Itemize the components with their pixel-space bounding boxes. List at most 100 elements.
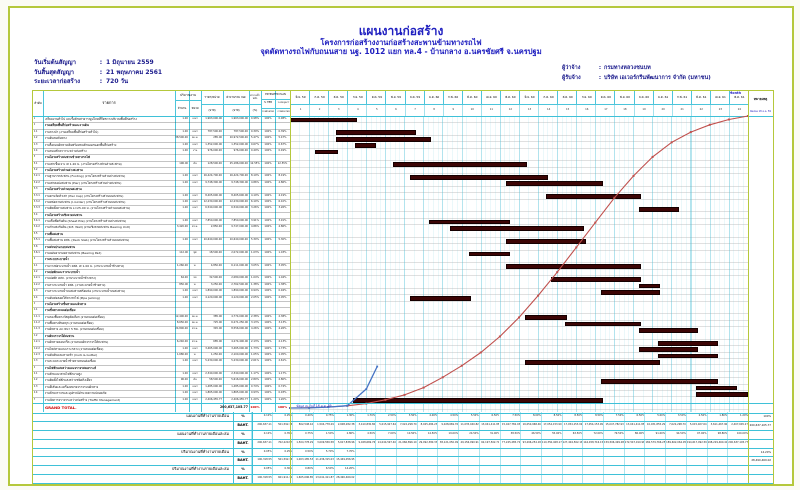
task-amount: 4,774,000.00: [231, 314, 248, 318]
task-no: 3.3: [33, 187, 38, 191]
summary-value: 1,605,096.85: [292, 474, 313, 483]
task-no: 3.3.3: [33, 206, 40, 210]
summary-value: 14,044,597.40: [375, 438, 396, 448]
task-amount: 10,972,500.00: [229, 136, 248, 140]
task-name: งานชั้นทางถนนต่อเชื่อม: [44, 308, 76, 313]
plan-curve-marker: [498, 335, 501, 338]
summary-value: 11,436,315.03: [313, 456, 334, 466]
summary-value: 1.20%: [727, 412, 748, 421]
summary-value: [582, 474, 603, 483]
task-no: 7: [33, 397, 36, 401]
summary-row-line: [33, 483, 773, 484]
summary-value: 16,050,968.46: [520, 420, 541, 430]
task-weight-pct: 0.98%: [251, 117, 259, 120]
task-project-pct: 2.05%: [278, 295, 287, 299]
task-amount: 4,274,400.00: [231, 340, 248, 344]
task-unit: เหมา: [192, 206, 198, 210]
task-no: 4.2: [33, 270, 38, 274]
row-line: [33, 205, 290, 207]
summary-value: 0.10%: [251, 429, 272, 439]
task-weight-pct: 3.26%: [251, 206, 259, 210]
contract-start-label: วันเริ่มต้นสัญญา: [34, 59, 76, 66]
task-weight-pct: 0.39%: [251, 129, 259, 133]
summary-value: [603, 447, 624, 457]
task-name: งานดินถมคันทาง: [44, 136, 67, 141]
task-amount: 6,271,250.00: [231, 321, 248, 325]
task-weight-pct: 1.73%: [251, 346, 259, 350]
gantt-bar: [658, 340, 718, 346]
row-line: [33, 326, 290, 328]
summary-value: [582, 465, 603, 475]
task-project-pct: 6.10%: [278, 199, 287, 203]
contractor-value: บริษัท เอเวอร์กรีนพัฒนาการ จำกัด (มหาชน): [604, 74, 711, 81]
task-amount: 2,340,000.00: [231, 372, 248, 376]
summary-value: 5.50%: [458, 412, 479, 421]
task-name: งานพื้นสะพาน คสล. (Deck Slab) (งานโครงสร…: [44, 238, 130, 243]
gantt-bar: [696, 391, 749, 397]
col-header-name: รายการ: [102, 100, 116, 106]
summary-value: 3,410,830.80: [354, 420, 375, 430]
month-number: 22: [690, 104, 711, 116]
gantt-bar: [696, 385, 737, 391]
summary-row-line: [33, 438, 773, 440]
task-item-pct: 100%: [264, 225, 272, 229]
summary-value: 0.25%: [271, 447, 292, 457]
task-amount: 8,556,000.00: [231, 327, 248, 331]
task-name: งานไหล่ทางและเกาะกลาง (งานถนนต่อเชื่อม): [44, 346, 104, 351]
summary-value: 3,009,556.58: [313, 438, 334, 448]
task-item-pct: 100%: [264, 282, 272, 286]
month-number: 7: [404, 104, 425, 116]
summary-value: 702,229.87: [271, 438, 292, 448]
task-item-pct: 100%: [264, 180, 272, 184]
row-line: [33, 135, 290, 137]
task-qty: 3,420.00: [176, 225, 188, 229]
summary-unit: BAHT.: [233, 474, 253, 483]
gantt-bar: [639, 283, 661, 289]
task-item-pct: 100%: [264, 314, 272, 318]
summary-value: [354, 474, 376, 483]
task-item-pct: 100%: [264, 346, 272, 350]
row-line: [33, 396, 290, 398]
task-item-pct: 100%: [264, 206, 272, 210]
task-weight-pct: 8.19%: [251, 174, 259, 178]
task-name: งานดันท่อลอดใต้ทางรถไฟ (Pipe Jacking): [44, 295, 101, 300]
task-item-pct: 100%: [264, 359, 272, 363]
task-project-pct: 4.19%: [278, 193, 287, 197]
task-item-pct: 100%: [264, 250, 272, 254]
summary-value: 98.80%: [706, 429, 727, 439]
plan-curve-marker: [422, 386, 425, 389]
summary-value: [354, 447, 376, 457]
task-no: 3.3.2: [33, 199, 40, 203]
task-name: งานคานรัดหัวเสา (Pier Cap) (งานโครงสร้าง…: [44, 193, 124, 198]
gantt-bar: [505, 238, 586, 244]
month-header: ต.ค. 60: [595, 91, 616, 105]
task-name: งานบ่อพัก คสล. (งานระบายน้ำข้างทาง): [44, 276, 96, 281]
row-line: [33, 275, 290, 277]
task-name: งานเตรียมพื้นที่ก่อสร้างและงานดิน: [44, 123, 89, 128]
summary-value: 97.00%: [685, 429, 707, 439]
task-item-pct: 100%: [264, 340, 272, 344]
summary-value: [561, 447, 583, 457]
summary-value: 13,041,411.87: [313, 474, 334, 483]
summary-value: 93,296,254.18: [520, 438, 541, 448]
summary-row-label: แผนงานที่ทำงานรายเดือนสะสม: [177, 430, 229, 436]
task-amount: 9,748,300.00: [231, 180, 248, 184]
summary-row-line: [33, 420, 773, 422]
panel-divider: [290, 91, 291, 483]
month-header: พ.ค. 60: [499, 91, 520, 105]
summary-unit: %: [233, 465, 253, 475]
task-project-pct: 0.98%: [278, 117, 287, 120]
task-unit: ลบ.ม.: [191, 321, 199, 325]
actual-curve-marker: [327, 406, 330, 408]
col-header-notes: หมายเหตุ: [753, 96, 768, 101]
task-unit-price: 3,250.00: [210, 282, 222, 286]
summary-value: [540, 465, 562, 475]
summary-value: 2.50%: [685, 412, 707, 421]
task-amount: 6,111,000.00: [231, 263, 248, 267]
contractor-label: ผู้รับจ้าง: [562, 74, 581, 81]
task-no: 3.6.1: [33, 250, 40, 254]
task-project-pct: 0.67%: [278, 142, 287, 146]
summary-value: 172,547,910.96: [623, 438, 644, 448]
summary-value: [478, 474, 500, 483]
summary-value: [665, 474, 686, 483]
